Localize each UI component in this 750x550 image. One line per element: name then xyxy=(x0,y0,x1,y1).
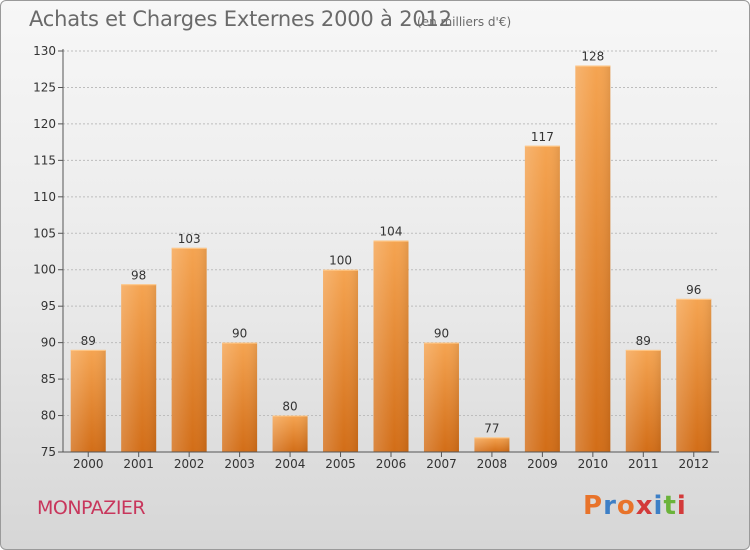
data-label-2007: 90 xyxy=(434,327,449,341)
x-tick-label: 2007 xyxy=(426,457,457,471)
brand-letter: i xyxy=(653,491,664,521)
bar-shade-2012 xyxy=(676,298,712,452)
y-tick-label: 95 xyxy=(41,299,56,313)
x-tick-label: 2008 xyxy=(477,457,508,471)
data-label-2011: 89 xyxy=(636,334,651,348)
brand-letter: i xyxy=(676,491,687,521)
bar-shade-2009 xyxy=(524,145,560,453)
bar-shade-2007 xyxy=(423,342,459,452)
y-tick-label: 110 xyxy=(33,190,56,204)
x-tick-label: 2006 xyxy=(376,457,407,471)
data-label-2001: 98 xyxy=(131,268,146,282)
x-tick-label: 2003 xyxy=(224,457,255,471)
data-label-2008: 77 xyxy=(484,421,499,435)
bar-shade-2003 xyxy=(222,342,258,452)
commune-name: MONPAZIER xyxy=(37,497,146,519)
y-tick-label: 120 xyxy=(33,117,56,131)
x-tick-label: 2010 xyxy=(578,457,609,471)
x-tick-label: 2002 xyxy=(174,457,205,471)
brand-letter: t xyxy=(663,491,677,521)
x-tick-label: 2012 xyxy=(678,457,709,471)
y-tick-label: 115 xyxy=(33,153,56,167)
bar-shade-2011 xyxy=(625,349,661,452)
bar-shade-2010 xyxy=(575,65,611,452)
x-tick-label: 2011 xyxy=(628,457,659,471)
bar-shade-2008 xyxy=(474,437,510,452)
brand-letter: o xyxy=(616,491,636,521)
bar-shade-2004 xyxy=(272,415,308,452)
chart-title: Achats et Charges Externes 2000 à 2012 xyxy=(29,7,452,31)
data-label-2002: 103 xyxy=(178,232,201,246)
chart-subtitle: (en milliers d'€) xyxy=(417,15,512,29)
y-tick-label: 105 xyxy=(33,226,56,240)
y-tick-label: 125 xyxy=(33,80,56,94)
y-tick-label: 85 xyxy=(41,372,56,386)
data-label-2003: 90 xyxy=(232,327,247,341)
brand-letter: x xyxy=(635,491,654,521)
data-label-2006: 104 xyxy=(380,225,403,239)
x-tick-label: 2000 xyxy=(73,457,104,471)
x-tick-label: 2001 xyxy=(123,457,154,471)
data-label-2009: 117 xyxy=(531,130,554,144)
bar-shade-2005 xyxy=(323,269,359,452)
y-tick-label: 130 xyxy=(33,44,56,58)
y-tick-label: 80 xyxy=(41,409,56,423)
axes: 75 80 85 90 95 100 105 110 115 120 125 130 2000 2001 2… xyxy=(33,44,719,471)
y-tick-label: 90 xyxy=(41,336,56,350)
y-tick-label: 75 xyxy=(41,445,56,459)
bar-shade-2000 xyxy=(70,349,106,452)
data-label-2004: 80 xyxy=(282,400,297,414)
proxiti-logo: Proxiti xyxy=(583,491,687,521)
data-label-2012: 96 xyxy=(686,283,701,297)
data-label-2010: 128 xyxy=(581,50,604,64)
brand-letter: P xyxy=(583,491,604,521)
y-tick-label: 100 xyxy=(33,263,56,277)
x-tick-label: 2009 xyxy=(527,457,558,471)
bar-shade-2001 xyxy=(121,284,157,452)
brand-letter: r xyxy=(603,491,617,521)
data-label-2000: 89 xyxy=(81,334,96,348)
bar-shade-2006 xyxy=(373,240,409,452)
bars: 89 98 103 90 80 100 104 90 77 117 128 89 96 xyxy=(70,50,712,453)
x-tick-label: 2005 xyxy=(325,457,356,471)
bar-shade-2002 xyxy=(171,247,207,452)
x-tick-label: 2004 xyxy=(275,457,306,471)
data-label-2005: 100 xyxy=(329,254,352,268)
